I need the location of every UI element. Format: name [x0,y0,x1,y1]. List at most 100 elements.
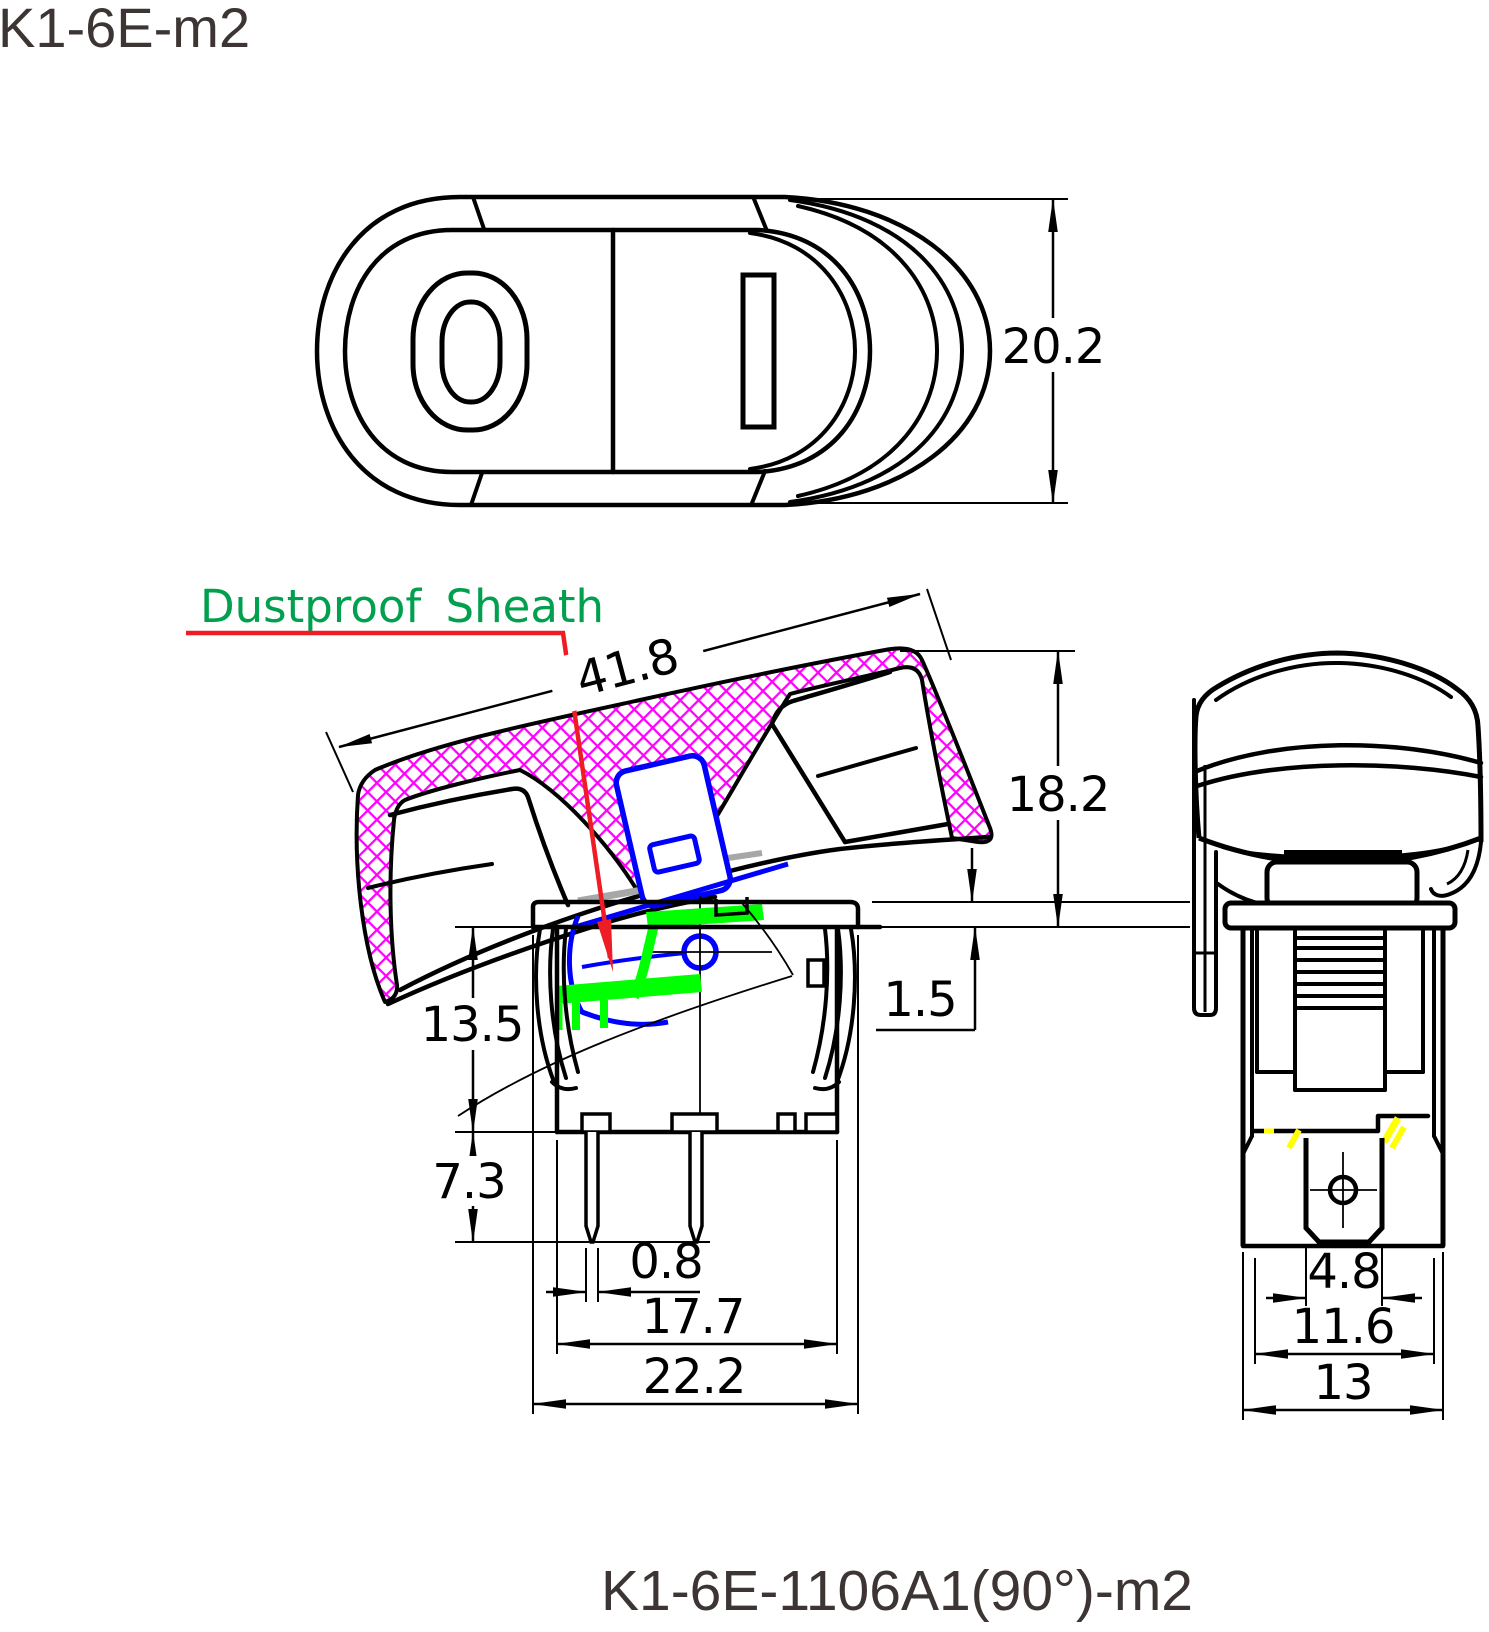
cap-top-inner-arc [1214,660,1453,702]
clip-line [811,927,830,1074]
end-clip-feet [1241,1134,1445,1156]
section-break-arc-2 [741,902,794,976]
plunger-window [647,833,702,875]
bottom-notch [580,1112,612,1134]
contact-bracket [714,897,749,917]
off-symbol-inner-ring [439,299,503,405]
plunger-assembly [566,753,789,1148]
panel-bottom-edge [842,821,951,845]
yellow-mark [1380,1116,1402,1144]
dim-inner-width: 11.6 [1254,1258,1435,1364]
contact-spring [555,897,764,1030]
top-view-face-arc [748,231,857,471]
metal-blade-gray-2 [727,850,763,861]
page-title: K1-6E-m2 [0,0,250,59]
dim-text-13-5: 13.5 [421,997,524,1053]
cap-mid-arc-upper [1194,743,1484,774]
plunger-channel-group [613,753,733,909]
faston-terminal [1303,1138,1385,1245]
bottom-notch [776,1112,797,1134]
top-view-corner-ticks [469,195,769,507]
yellow-mark [1286,1128,1302,1150]
snap-clip-right [811,927,857,1092]
dim-text-mask [1006,766,1110,820]
dim-text-mask [425,1156,515,1206]
top-view-end-arc-2 [796,204,939,498]
neck-ribs [1293,946,1387,1010]
dim-text-22-2: 22.2 [643,1349,746,1405]
terminal-highlight-marks [1264,1116,1407,1150]
section-break-arc [457,975,793,1117]
cap-right-curl-inner [1446,849,1470,886]
dim-text-13: 13 [1313,1355,1372,1411]
dim-body-depth: 13.5 [418,926,557,1133]
top-view-outer-outline [314,194,993,508]
terminal-pin-left [584,1132,600,1244]
dim-end-body-width: 13 [1242,1252,1444,1420]
side-section-view: Dustproof Sheath 41.8 18.2 [186,580,1190,1414]
dim-ext-line [325,731,354,793]
metal-blade-gray [577,885,649,905]
contact-top-bar [646,904,764,928]
flange-top [530,899,861,930]
rocker-right-panel [769,669,951,845]
bottom-notch [670,1112,719,1134]
dim-top-height: 20.2 [800,198,1105,504]
dim-text-11-6: 11.6 [1292,1299,1395,1355]
terminal-pin-right [688,1132,704,1244]
on-symbol-I [740,272,777,430]
snap-clip-left [534,927,580,1092]
dim-text-mask [418,998,528,1050]
top-view: 20.2 [314,194,1105,508]
cap-mid-arc-lower [1194,763,1484,789]
part-number-caption: K1-6E-1106A1(90°)-m2 [601,1559,1193,1623]
end-flange [1222,900,1458,931]
dim-text-7-3: 7.3 [432,1154,505,1210]
dim-text-4-8: 4.8 [1307,1244,1380,1300]
end-body [1240,926,1446,1249]
dim-pin-thickness: 0.8 [546,1234,704,1302]
yellow-mark [1389,1125,1407,1150]
dim-text-20-2: 20.2 [1002,319,1105,375]
dim-rocker-height: 18.2 [872,650,1190,928]
body-side-notch [806,958,826,988]
sheath-skirt-strip [1192,698,1218,1017]
dim-text-mask [1001,318,1105,372]
clip-line [548,927,568,1080]
clip-line [823,927,843,1080]
panel-diagonal [816,746,918,778]
clip-line [534,927,556,1084]
dim-text-17-7: 17.7 [642,1289,745,1345]
plunger-channel [613,753,733,909]
sheath-label: Dustproof Sheath [200,580,604,633]
top-view-rocker-face [342,227,873,475]
sheath-leader-arrowhead [597,919,613,972]
plunger-boot-outline [566,915,669,1027]
cap-right-curl [1429,840,1483,898]
dim-panel-gap: 1.5 [872,848,1190,1032]
bottom-notch [804,1112,839,1134]
off-symbol-O [410,270,530,433]
dim-text-1-5: 1.5 [883,972,956,1028]
clip-foot [550,1080,578,1092]
dim-text-18-2: 18.2 [1007,767,1110,823]
plunger-arm-lower [581,951,686,969]
panel-left-edge [769,721,848,845]
dim-body-width: 17.7 [556,1140,838,1354]
dim-pin-length: 7.3 [425,1131,710,1243]
clip-line [835,927,857,1084]
top-view-end-arc-1 [788,198,964,504]
dim-terminal-width: 4.8 [1266,1244,1422,1306]
base-shoulder-line [1250,1113,1431,1134]
dim-ext-line [926,588,952,661]
dim-flange-width: 22.2 [532,935,859,1414]
plunger-rocker-arm [574,861,789,930]
clip-line [561,927,580,1074]
rocker-shell-top-line [387,786,571,908]
contact-foot [556,974,702,1004]
end-view: 4.8 11.6 13 [1192,650,1484,1420]
dim-text-mask [544,621,710,715]
rocker-shell-mid-line [366,862,494,890]
